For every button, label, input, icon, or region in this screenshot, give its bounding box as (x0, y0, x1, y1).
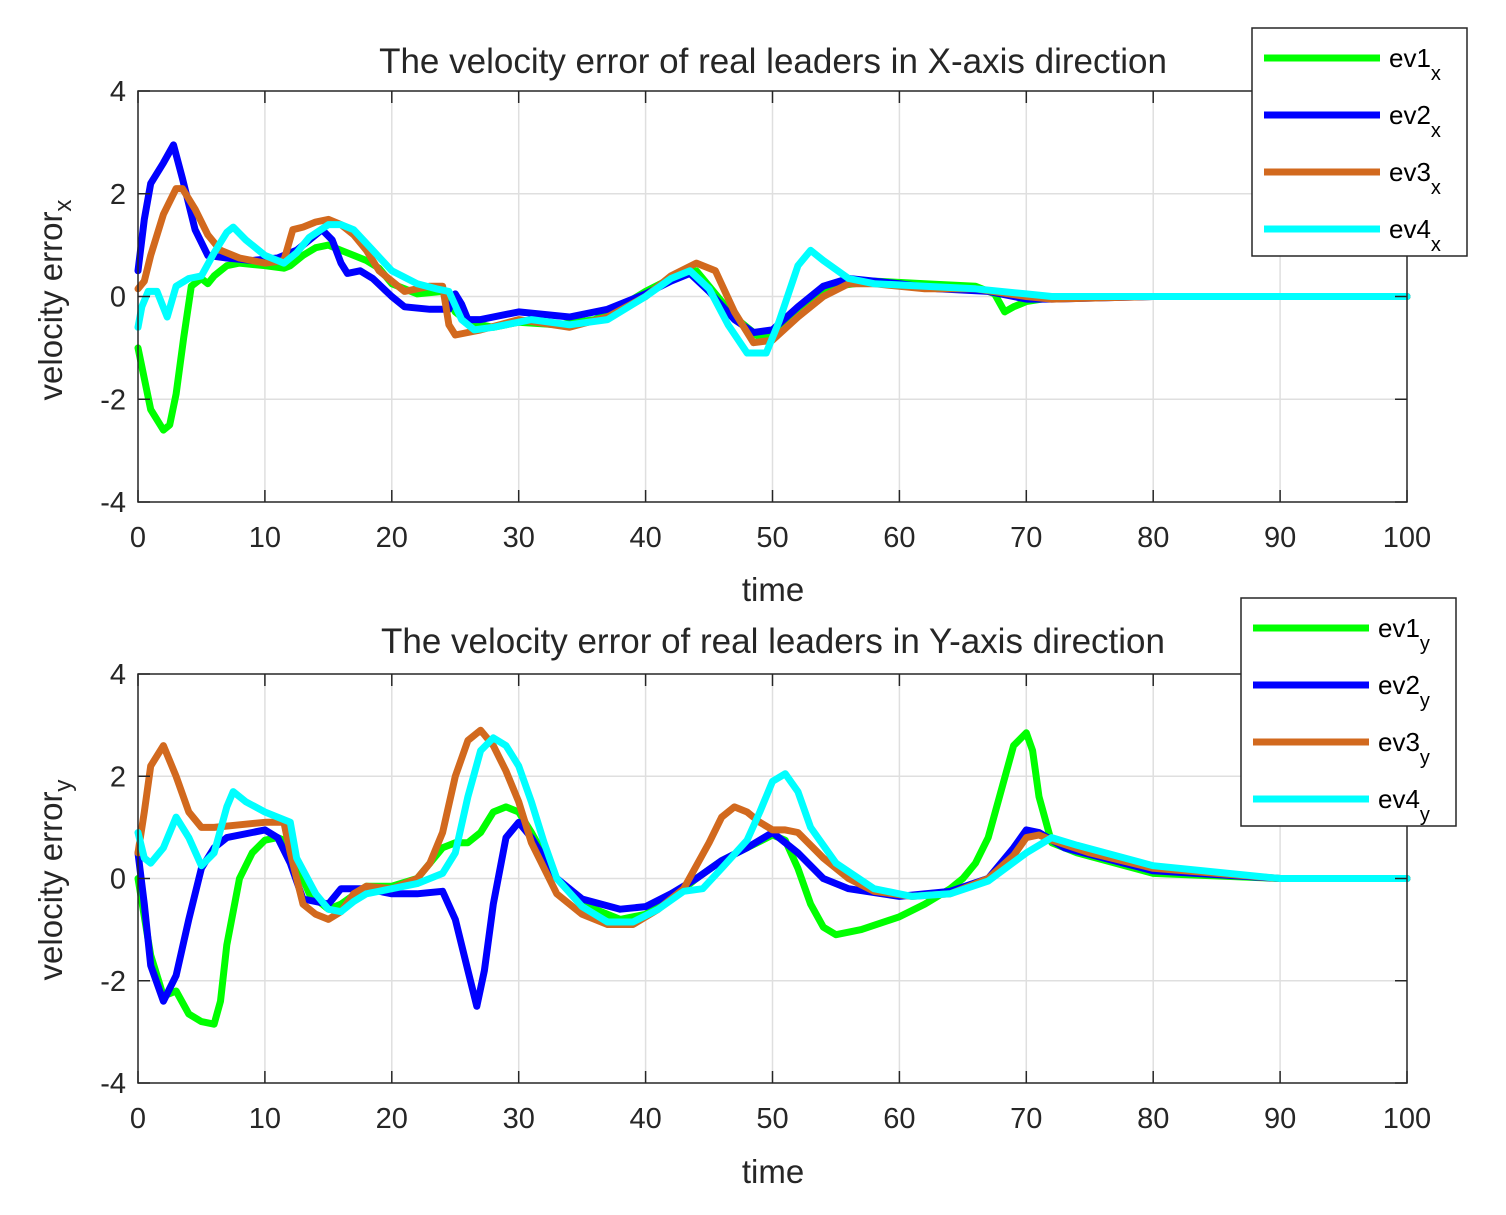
legend-label-main: ev4 (1378, 784, 1420, 814)
legend-label-main: ev3 (1389, 157, 1431, 187)
chart-title: The velocity error of real leaders in Y-… (381, 622, 1165, 661)
y-tick-label: 2 (110, 761, 126, 793)
y-tick-label: -4 (100, 487, 126, 519)
y-tick-label: 2 (110, 179, 126, 211)
legend-label-main: ev1 (1389, 43, 1431, 73)
series-lines (134, 141, 1411, 434)
series-lines (134, 726, 1411, 1028)
chart-title: The velocity error of real leaders in X-… (379, 42, 1167, 81)
x-tick-label: 40 (629, 1103, 661, 1135)
y-tick-label: -2 (100, 384, 126, 416)
legend-label-main: ev2 (1389, 100, 1431, 130)
x-axis-label: time (742, 1153, 804, 1190)
x-tick-label: 50 (756, 522, 788, 554)
legend-label-ev2: ev2x (1389, 100, 1441, 142)
x-tick-label: 70 (1010, 522, 1042, 554)
x-tick-label: 90 (1264, 522, 1296, 554)
y-axis-label-main: velocity error (32, 792, 69, 981)
x-tick-label: 20 (376, 1103, 408, 1135)
legend-label-ev3: ev3y (1378, 727, 1430, 769)
x-tick-label: 100 (1383, 1103, 1431, 1135)
x-tick-label: 80 (1137, 522, 1169, 554)
series-line-ev4-x (134, 221, 1411, 357)
legend-label-sub: x (1431, 63, 1441, 85)
legend-label-ev1: ev1x (1389, 43, 1441, 85)
legend-label-ev4: ev4x (1389, 214, 1441, 256)
y-tick-label: 0 (110, 282, 126, 314)
y-tick-label: 0 (110, 864, 126, 896)
x-tick-label: 70 (1010, 1103, 1042, 1135)
legend-label-sub: y (1420, 804, 1430, 826)
y-axis-label: velocity errorx (32, 200, 77, 401)
chart-y-axis-velocity-error: The velocity error of real leaders in Y-… (32, 597, 1457, 1190)
y-tick-label: -4 (100, 1068, 126, 1100)
y-tick-label: 4 (110, 659, 126, 691)
chart-x-axis-velocity-error: The velocity error of real leaders in X-… (32, 27, 1468, 608)
x-tick-label: 60 (883, 1103, 915, 1135)
x-tick-label: 50 (756, 1103, 788, 1135)
y-axis-label: velocity errory (32, 780, 77, 981)
y-axis-label-sub: y (50, 780, 77, 792)
legend-label-main: ev1 (1378, 613, 1420, 643)
legend-label-main: ev2 (1378, 670, 1420, 700)
y-axis-label-main: velocity error (32, 212, 69, 401)
x-tick-label: 40 (629, 522, 661, 554)
legend-label-sub: y (1420, 633, 1430, 655)
y-axis-label-sub: x (50, 200, 77, 212)
legend-label-main: ev3 (1378, 727, 1420, 757)
x-tick-label: 0 (130, 1103, 146, 1135)
x-tick-label: 90 (1264, 1103, 1296, 1135)
legend-label-sub: x (1431, 177, 1441, 199)
legend-label-sub: x (1431, 120, 1441, 142)
x-tick-label: 20 (376, 522, 408, 554)
y-tick-label: -2 (100, 966, 126, 998)
legend-label-main: ev4 (1389, 214, 1431, 244)
x-tick-label: 10 (249, 522, 281, 554)
x-tick-label: 100 (1383, 522, 1431, 554)
legend-label-sub: y (1420, 747, 1430, 769)
series-line-ev4-y (134, 734, 1411, 926)
series-line-ev2-x (134, 141, 1411, 336)
legend-label-ev3: ev3x (1389, 157, 1441, 199)
x-tick-label: 30 (503, 1103, 535, 1135)
legend-box (1251, 27, 1468, 257)
legend-label-ev1: ev1y (1378, 613, 1430, 655)
legend-box (1240, 597, 1457, 827)
legend-label-ev4: ev4y (1378, 784, 1430, 826)
x-tick-label: 80 (1137, 1103, 1169, 1135)
x-tick-label: 30 (503, 522, 535, 554)
legend-label-ev2: ev2y (1378, 670, 1430, 712)
x-axis-label: time (742, 571, 804, 608)
legend-label-sub: y (1420, 690, 1430, 712)
legend-label-sub: x (1431, 234, 1441, 256)
grid (138, 91, 1407, 502)
y-tick-label: 4 (110, 76, 126, 108)
x-tick-label: 60 (883, 522, 915, 554)
x-tick-label: 10 (249, 1103, 281, 1135)
x-tick-label: 0 (130, 522, 146, 554)
